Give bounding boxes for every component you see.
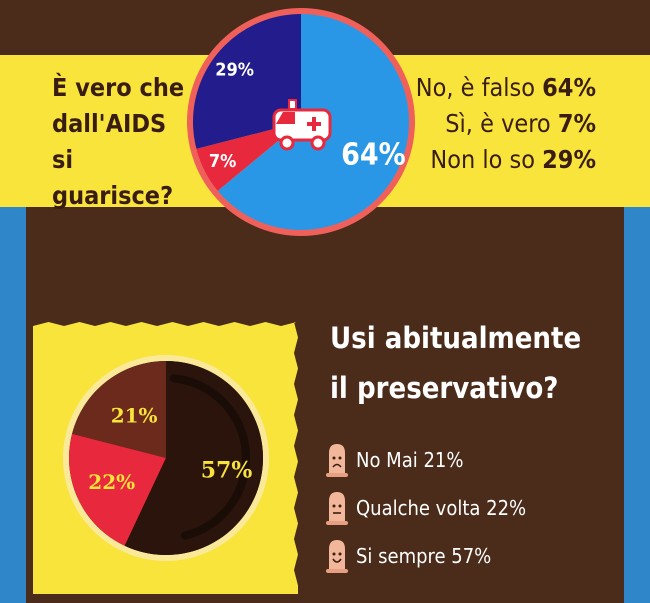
pie-slice bbox=[69, 433, 166, 546]
legend-1-item: Non lo so 29% bbox=[416, 142, 596, 178]
legend-1-value: 64% bbox=[542, 73, 596, 102]
pie-data-label: 21% bbox=[111, 403, 158, 427]
pie-chart-aids: 64% 7% 29% bbox=[187, 8, 415, 236]
legend-2-item: Si sempre 57% bbox=[326, 532, 526, 580]
pie-data-label: 57% bbox=[201, 458, 253, 484]
legend-2-item: Qualche volta 22% bbox=[326, 484, 526, 532]
question-1-line: È vero che bbox=[52, 73, 185, 102]
legend-1-item: Sì, è vero 7% bbox=[416, 106, 596, 142]
pie-1-data-labels: 64% 7% 29% bbox=[209, 60, 406, 173]
question-2-title: Usi abitualmente il preservativo? bbox=[330, 313, 581, 413]
pie-slice bbox=[193, 122, 301, 193]
legend-1: No, è falso 64% Sì, è vero 7% Non lo so … bbox=[416, 70, 596, 178]
pie-data-label: 22% bbox=[88, 470, 135, 494]
legend-2-item: No Mai 21% bbox=[326, 436, 526, 484]
sad-condom-icon bbox=[326, 444, 348, 477]
pie-2-inner-arc bbox=[169, 374, 250, 540]
legend-1-label: No, è falso bbox=[415, 73, 543, 102]
legend-2-label: No Mai 21% bbox=[356, 448, 464, 472]
pie-1-border bbox=[187, 8, 415, 236]
legend-1-value: 29% bbox=[542, 145, 596, 174]
pie-slice bbox=[72, 361, 166, 458]
legend-1-label: Non lo so bbox=[430, 145, 543, 174]
question-1-line: si guarisce? bbox=[52, 145, 174, 210]
legend-2-label: Qualche volta 22% bbox=[356, 496, 527, 520]
happy-condom-icon bbox=[326, 540, 348, 573]
legend-1-value: 7% bbox=[557, 109, 596, 138]
ambulance-icon bbox=[272, 99, 332, 151]
question-1-title: È vero che dall'AIDS si guarisce? bbox=[52, 70, 202, 214]
question-2-line: Usi abitualmente bbox=[330, 321, 582, 355]
pie-data-label: 64% bbox=[341, 138, 406, 173]
neutral-condom-icon bbox=[326, 492, 348, 525]
legend-1-label: Sì, è vero bbox=[445, 109, 558, 138]
legend-1-item: No, è falso 64% bbox=[416, 70, 596, 106]
pie-chart-preservativo: 21% 22% 57% bbox=[33, 322, 298, 594]
pie-data-label: 29% bbox=[215, 60, 254, 81]
pie-data-label: 7% bbox=[209, 151, 237, 172]
question-2-line: il preservativo? bbox=[330, 371, 559, 405]
pie-2-data-labels: 21% 22% 57% bbox=[88, 403, 252, 494]
legend-2: No Mai 21% Qualche volta 22% Si sempre 5… bbox=[326, 436, 526, 580]
question-1-line: dall'AIDS bbox=[52, 109, 167, 138]
legend-2-label: Si sempre 57% bbox=[356, 544, 492, 568]
